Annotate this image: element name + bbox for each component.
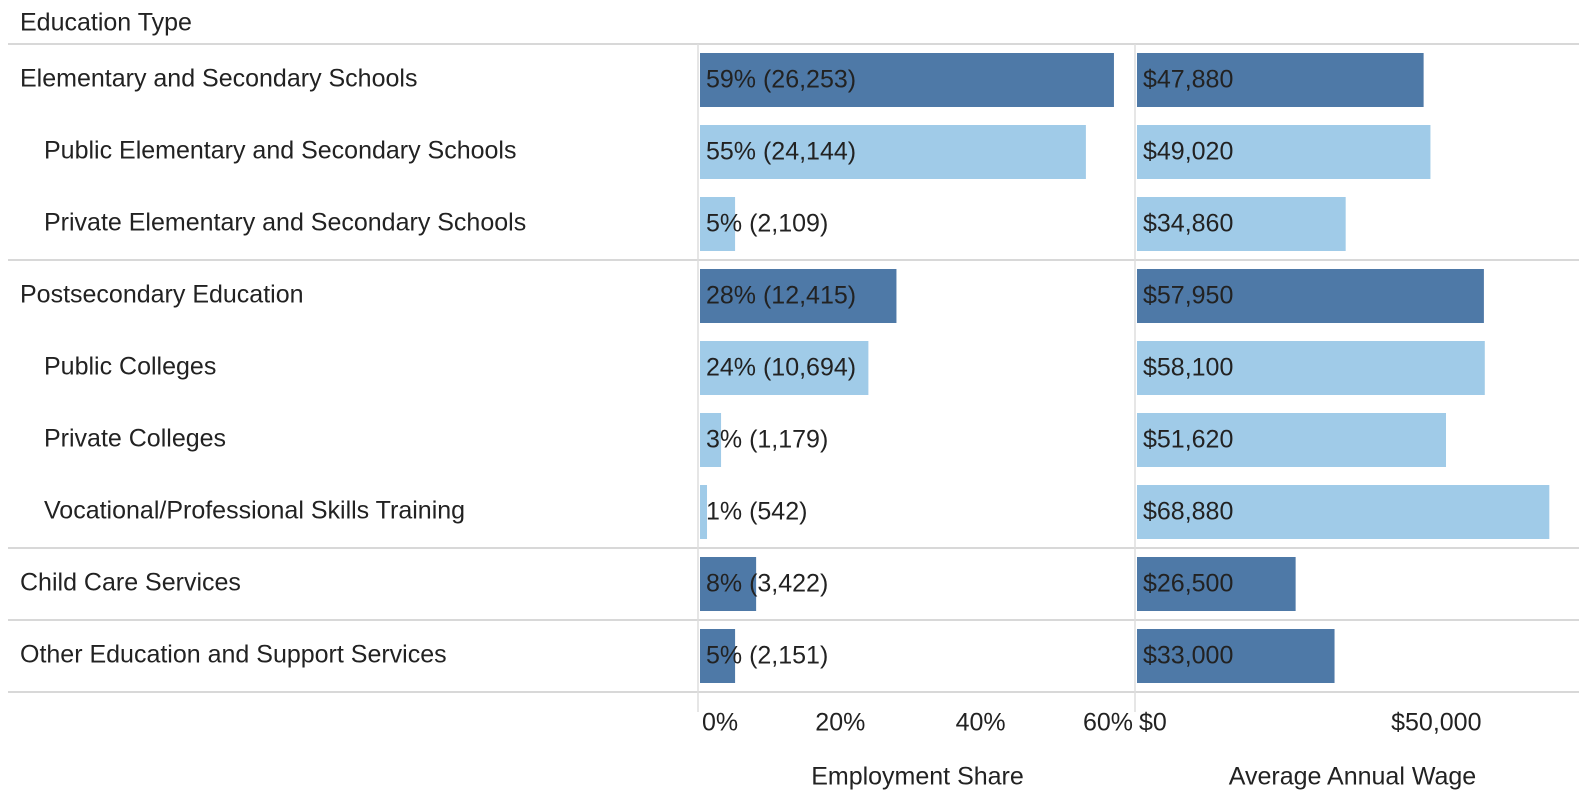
bar (700, 341, 869, 395)
x-tick-label: 60% (1083, 709, 1133, 737)
axis-title: Average Annual Wage (1229, 763, 1476, 791)
bar (1137, 557, 1296, 611)
axis-title: Employment Share (811, 763, 1024, 791)
bar (700, 485, 708, 539)
value-label: 55% (24,144) (706, 138, 856, 166)
value-label: $34,860 (1143, 210, 1233, 238)
category-label: Elementary and Secondary Schools (20, 65, 417, 93)
category-label: Vocational/Professional Skills Training (44, 497, 465, 525)
category-label: Postsecondary Education (20, 281, 304, 309)
bar (700, 557, 757, 611)
value-label: $51,620 (1143, 426, 1233, 454)
value-label: 28% (12,415) (706, 282, 856, 310)
value-label: 5% (2,109) (706, 210, 828, 238)
bar (1137, 269, 1484, 323)
x-tick-label: 40% (956, 709, 1006, 737)
bar (1137, 413, 1447, 467)
bar (700, 125, 1086, 179)
value-label: 3% (1,179) (706, 426, 828, 454)
value-label: $26,500 (1143, 570, 1233, 598)
category-header: Education Type (20, 9, 192, 37)
value-label: 5% (2,151) (706, 642, 828, 670)
value-label: $57,950 (1143, 282, 1233, 310)
bar (700, 53, 1114, 107)
bar (700, 197, 736, 251)
x-tick-label: $50,000 (1391, 709, 1481, 737)
category-label: Child Care Services (20, 569, 241, 597)
bar (700, 413, 722, 467)
bar (700, 629, 736, 683)
value-label: 1% (542) (706, 498, 807, 526)
value-label: 24% (10,694) (706, 354, 856, 382)
category-label: Public Colleges (44, 353, 216, 381)
bar (1137, 53, 1424, 107)
value-label: $58,100 (1143, 354, 1233, 382)
value-label: $47,880 (1143, 66, 1233, 94)
bar (700, 269, 897, 323)
x-tick-label: 20% (815, 709, 865, 737)
value-label: $68,880 (1143, 498, 1233, 526)
x-tick-label: 0% (702, 709, 738, 737)
bar (1137, 485, 1550, 539)
category-label: Private Colleges (44, 425, 226, 453)
value-label: 8% (3,422) (706, 570, 828, 598)
bar (1137, 125, 1431, 179)
category-label: Public Elementary and Secondary Schools (44, 137, 517, 165)
bar (1137, 197, 1346, 251)
x-tick-label: $0 (1139, 709, 1167, 737)
value-label: 59% (26,253) (706, 66, 856, 94)
value-label: $49,020 (1143, 138, 1233, 166)
value-label: $33,000 (1143, 642, 1233, 670)
category-label: Other Education and Support Services (20, 641, 447, 669)
category-label: Private Elementary and Secondary Schools (44, 209, 526, 237)
bar (1137, 629, 1335, 683)
bar (1137, 341, 1485, 395)
